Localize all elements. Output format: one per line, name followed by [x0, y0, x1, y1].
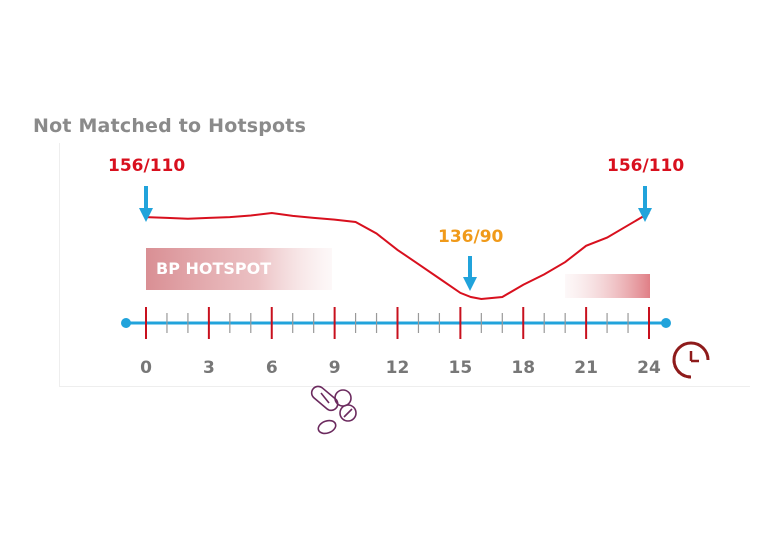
axis-endpoint: [121, 318, 131, 328]
arrow-down-icon: [638, 186, 652, 222]
end-reading-label: 156/110: [607, 156, 685, 176]
clock-icon: [672, 341, 710, 379]
axis-tick-label: 15: [448, 358, 473, 378]
axis-tick-label: 3: [202, 358, 215, 378]
axis-tick-label: 12: [385, 358, 410, 378]
page-title: Not Matched to Hotspots: [33, 115, 307, 137]
mid-reading-label: 136/90: [438, 227, 504, 247]
axis-tick-label: 24: [637, 358, 661, 378]
axis-tick-label: 9: [328, 358, 341, 378]
bp-curve: [145, 211, 650, 301]
time-axis: [121, 307, 671, 339]
arrow-down-icon: [139, 186, 153, 222]
arrow-down-icon: [463, 256, 477, 291]
axis-endpoint: [661, 318, 671, 328]
hotspot-band-right: [565, 274, 650, 298]
hotspot-label: BP HOTSPOT: [156, 259, 272, 278]
axis-tick-label: 6: [265, 358, 278, 378]
axis-tick-label: 21: [574, 358, 598, 378]
axis-tick-label: 18: [511, 358, 536, 378]
start-reading-label: 156/110: [108, 156, 186, 176]
pills-icon: [310, 385, 357, 435]
hotspot-band-left: [146, 248, 332, 290]
axis-tick-label: 0: [140, 358, 152, 378]
